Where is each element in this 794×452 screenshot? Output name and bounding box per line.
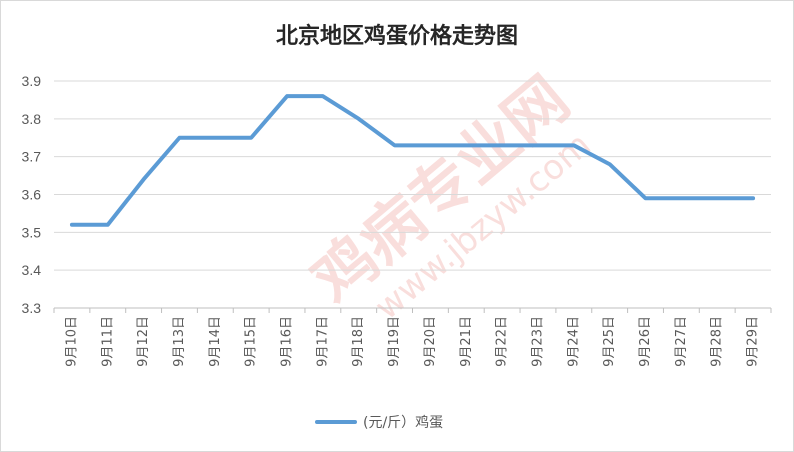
x-tick-label: 9月18日 (351, 316, 366, 367)
x-tick-label: 9月24日 (566, 316, 581, 367)
watermark: 鸡病专业网 www.jbzyw.com (298, 62, 598, 328)
x-axis: 9月10日 9月11日 9月12日 9月13日 9月14日 9月15日 9月16日 9月17日… (53, 307, 772, 367)
data-point (536, 143, 540, 147)
x-tick-label: 9月19日 (387, 316, 402, 367)
x-tick-label: 9月27日 (674, 316, 689, 367)
data-point (464, 143, 468, 147)
x-tick-label: 9月26日 (638, 316, 653, 367)
x-tick-label: 9月12日 (136, 316, 151, 367)
y-tick-label: 3.5 (22, 224, 42, 240)
data-point (715, 196, 719, 200)
x-tick-label: 9月15日 (244, 316, 259, 367)
y-tick-label: 3.9 (22, 73, 42, 89)
data-point (142, 177, 146, 181)
x-tick-label: 9月11日 (100, 316, 115, 367)
x-tick-label: 9月13日 (172, 316, 187, 367)
y-tick-label: 3.4 (22, 262, 42, 278)
x-tick-label: 9月21日 (459, 316, 474, 367)
x-tick-label: 9月20日 (423, 316, 438, 367)
data-point (608, 162, 612, 166)
chart-title: 北京地区鸡蛋价格走势图 (276, 23, 518, 49)
legend-label: (元/斤）鸡蛋 (363, 414, 443, 431)
x-tick-label: 9月23日 (530, 316, 545, 367)
x-tick-label: 9月28日 (710, 316, 725, 367)
x-tick-label: 9月14日 (208, 316, 223, 367)
x-tick-label: 9月16日 (280, 316, 295, 367)
data-point (572, 143, 576, 147)
x-tick-label: 9月22日 (495, 316, 510, 367)
data-point (500, 143, 504, 147)
data-point (644, 196, 648, 200)
data-point (70, 223, 74, 227)
series-line (69, 94, 756, 227)
y-axis-ticks: 3.3 3.4 3.5 3.6 3.7 3.8 3.9 (22, 73, 42, 316)
data-point (285, 94, 289, 98)
data-point (428, 143, 432, 147)
x-tick-label: 9月10日 (64, 316, 79, 367)
data-point (213, 136, 217, 140)
data-point (393, 143, 397, 147)
x-tick-label: 9月17日 (315, 316, 330, 367)
y-tick-label: 3.6 (22, 187, 42, 203)
y-tick-label: 3.3 (22, 300, 42, 316)
data-point (357, 117, 361, 121)
x-tick-label: 9月29日 (746, 316, 761, 367)
data-point (106, 223, 110, 227)
data-point (249, 136, 253, 140)
data-point (177, 136, 181, 140)
data-point (751, 196, 755, 200)
legend: (元/斤）鸡蛋 (315, 414, 443, 431)
x-tick-label: 9月25日 (602, 316, 617, 367)
data-point (679, 196, 683, 200)
y-tick-label: 3.7 (22, 149, 42, 165)
series-layer (69, 94, 756, 227)
data-point (321, 94, 325, 98)
y-tick-label: 3.8 (22, 111, 42, 127)
